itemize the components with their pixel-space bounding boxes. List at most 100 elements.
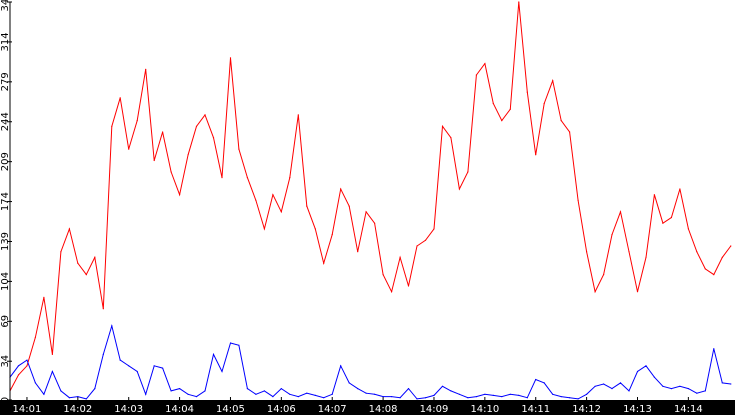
series-0-point bbox=[391, 291, 393, 293]
series-0-point bbox=[535, 154, 537, 156]
series-0-point bbox=[458, 188, 460, 190]
series-1-point bbox=[441, 385, 444, 387]
series-0-point bbox=[170, 171, 172, 173]
x-tick-label: 14:09 bbox=[420, 404, 449, 415]
series-1-point bbox=[331, 393, 333, 395]
series-0-point bbox=[221, 177, 223, 179]
series-1-point bbox=[289, 393, 291, 395]
series-1-point bbox=[102, 353, 104, 355]
series-0-point bbox=[179, 194, 181, 196]
series-0-point bbox=[721, 256, 723, 258]
y-tick-label: 279 bbox=[0, 72, 11, 91]
series-1-point bbox=[704, 390, 706, 392]
series-1-point bbox=[128, 365, 130, 367]
y-tick-label: 0 bbox=[0, 397, 11, 403]
series-0-point bbox=[619, 211, 622, 213]
series-1-point bbox=[263, 390, 265, 392]
x-tick-label: 14:05 bbox=[216, 404, 245, 415]
series-1-point bbox=[204, 390, 206, 392]
series-1-point bbox=[467, 397, 469, 399]
series-1-point bbox=[323, 397, 325, 399]
y-tick-label: 244 bbox=[0, 112, 11, 131]
series-1-point bbox=[187, 393, 189, 395]
series-1-point bbox=[518, 394, 520, 396]
y-tick-label: 174 bbox=[0, 192, 11, 211]
series-1-point bbox=[586, 393, 588, 395]
series-0-point bbox=[212, 137, 215, 139]
series-1-point bbox=[60, 390, 62, 392]
series-0-point bbox=[229, 57, 232, 59]
series-0-point bbox=[136, 120, 138, 122]
y-tick-label: 349 bbox=[0, 0, 11, 12]
x-tick-label: 14:13 bbox=[623, 404, 652, 415]
series-1-point bbox=[77, 396, 79, 398]
series-0-point bbox=[670, 216, 673, 219]
series-0-point bbox=[162, 131, 164, 133]
series-0-point bbox=[340, 188, 342, 190]
series-1-point bbox=[509, 393, 511, 395]
series-0-point bbox=[263, 228, 265, 230]
series-0-point bbox=[424, 239, 427, 241]
series-1-point bbox=[212, 353, 215, 355]
series-1-point bbox=[594, 385, 596, 387]
series-1-point bbox=[662, 385, 664, 387]
series-1-point bbox=[297, 396, 299, 398]
series-0-point bbox=[85, 274, 87, 276]
series-1-point bbox=[17, 365, 20, 367]
series-0-point bbox=[679, 188, 681, 190]
series-0-point bbox=[365, 211, 367, 213]
x-tick-label: 14:08 bbox=[369, 404, 398, 415]
series-0-point bbox=[492, 102, 494, 105]
series-0-point bbox=[475, 74, 477, 76]
series-line-0 bbox=[9, 1, 732, 392]
series-1-point bbox=[687, 388, 690, 390]
series-1-point bbox=[492, 394, 494, 396]
series-1-point bbox=[348, 382, 350, 384]
series-1-point bbox=[43, 393, 45, 395]
series-0-point bbox=[280, 211, 282, 213]
series-1-point bbox=[26, 359, 28, 361]
series-1-point bbox=[374, 393, 376, 395]
series-0-point bbox=[484, 63, 486, 65]
series-0-point bbox=[306, 205, 308, 207]
series-0-point bbox=[518, 1, 520, 3]
series-0-point bbox=[323, 262, 325, 264]
x-tick-label: 14:14 bbox=[674, 404, 703, 415]
series-1-point bbox=[272, 396, 274, 398]
series-0-point bbox=[603, 274, 605, 276]
series-0-point bbox=[730, 245, 732, 247]
y-tick-label: 34 bbox=[0, 355, 11, 368]
series-0-point bbox=[374, 222, 376, 224]
series-0-point bbox=[586, 251, 588, 253]
series-1-point bbox=[645, 365, 647, 367]
series-1-point bbox=[94, 388, 96, 390]
series-1-point bbox=[246, 388, 248, 390]
series-0-point bbox=[687, 228, 690, 230]
x-tick-label: 14:11 bbox=[521, 404, 550, 415]
series-1-point bbox=[721, 382, 723, 384]
series-0-point bbox=[407, 285, 410, 287]
y-tick-label: 314 bbox=[0, 32, 11, 51]
series-1-point bbox=[229, 342, 232, 344]
series-1-point bbox=[526, 397, 528, 399]
series-1-point bbox=[730, 383, 732, 385]
series-1-point bbox=[119, 359, 121, 361]
series-1-point bbox=[628, 390, 630, 392]
series-1-point bbox=[679, 385, 681, 387]
series-0-point bbox=[60, 251, 62, 253]
series-0-point bbox=[433, 228, 435, 230]
series-0-point bbox=[119, 97, 121, 99]
series-0-point bbox=[272, 194, 274, 196]
series-1-point bbox=[51, 370, 54, 373]
series-1-point bbox=[611, 388, 613, 390]
series-1-point bbox=[136, 370, 138, 373]
series-0-point bbox=[509, 108, 511, 110]
series-0-point bbox=[128, 148, 130, 150]
series-1-point bbox=[450, 390, 452, 392]
y-tick-label: 209 bbox=[0, 152, 11, 171]
series-0-point bbox=[153, 159, 155, 162]
series-0-point bbox=[102, 308, 104, 310]
